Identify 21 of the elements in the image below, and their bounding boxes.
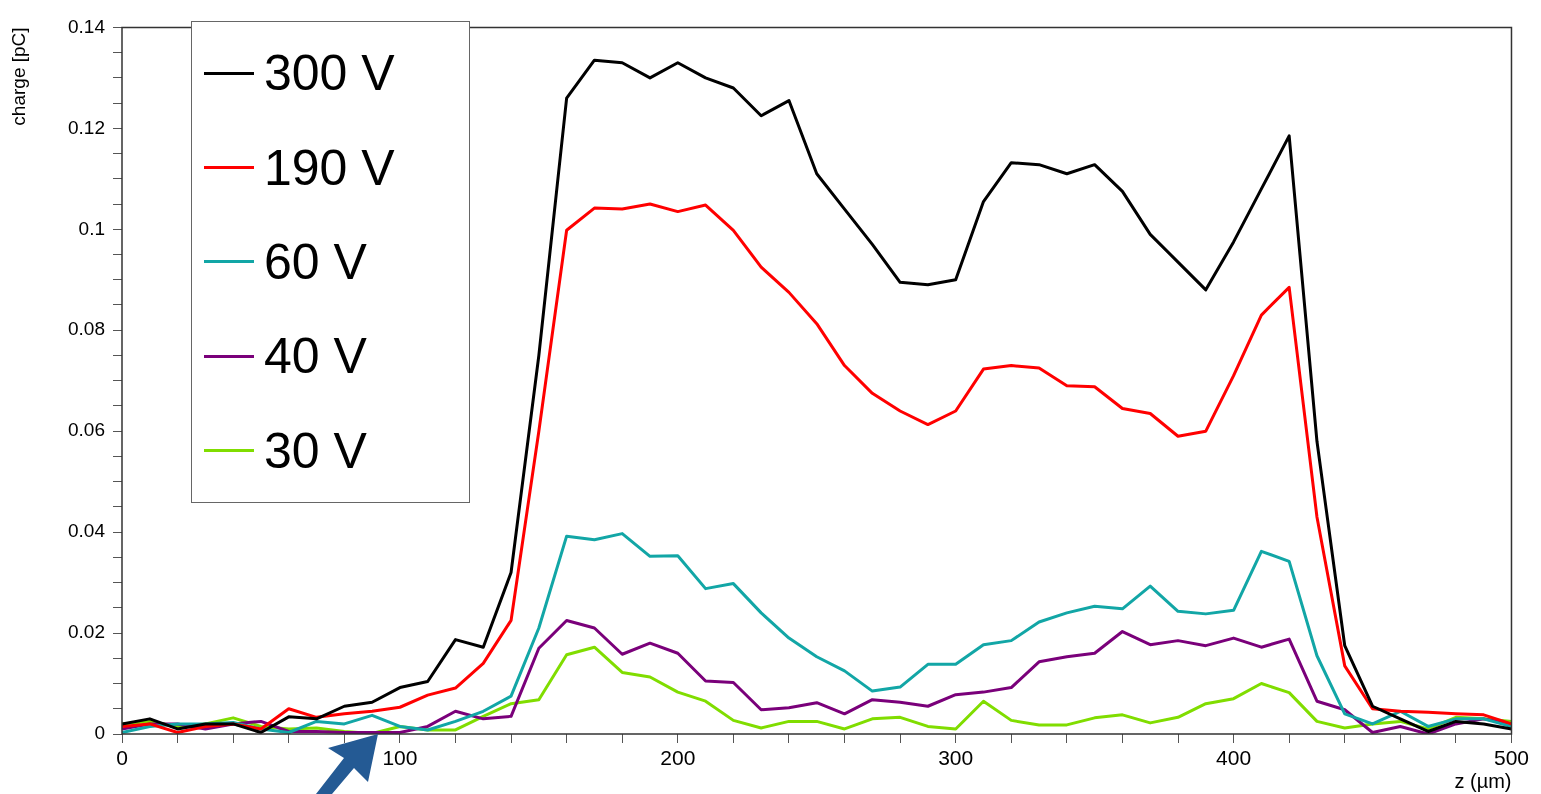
- y-tick-label: 0.04: [68, 520, 106, 542]
- legend-label: 300 V: [264, 44, 395, 103]
- x-tick-label: 200: [660, 746, 696, 770]
- x-tick-label: 300: [938, 746, 974, 770]
- legend-label: 60 V: [264, 232, 367, 291]
- y-tick-label: 0.08: [68, 318, 105, 340]
- y-tick-label: 0: [94, 722, 105, 744]
- y-tick-label: 0.12: [68, 116, 105, 138]
- y-tick-label: 0.14: [68, 15, 106, 37]
- legend-label: 30 V: [264, 421, 367, 480]
- y-tick-label: 0.1: [78, 217, 105, 239]
- y-tick-label: 0.02: [68, 621, 105, 643]
- x-axis-title: z (µm): [1454, 769, 1512, 792]
- x-tick-label: 100: [382, 746, 418, 770]
- legend-label: 190 V: [264, 138, 395, 197]
- x-tick-label: 400: [1216, 746, 1252, 770]
- legend-label: 40 V: [264, 327, 367, 386]
- y-tick-label: 0.06: [68, 419, 105, 441]
- y-axis-title: charge [pC]: [7, 27, 29, 126]
- x-tick-label: 0: [116, 746, 128, 770]
- x-tick-label: 500: [1493, 746, 1529, 770]
